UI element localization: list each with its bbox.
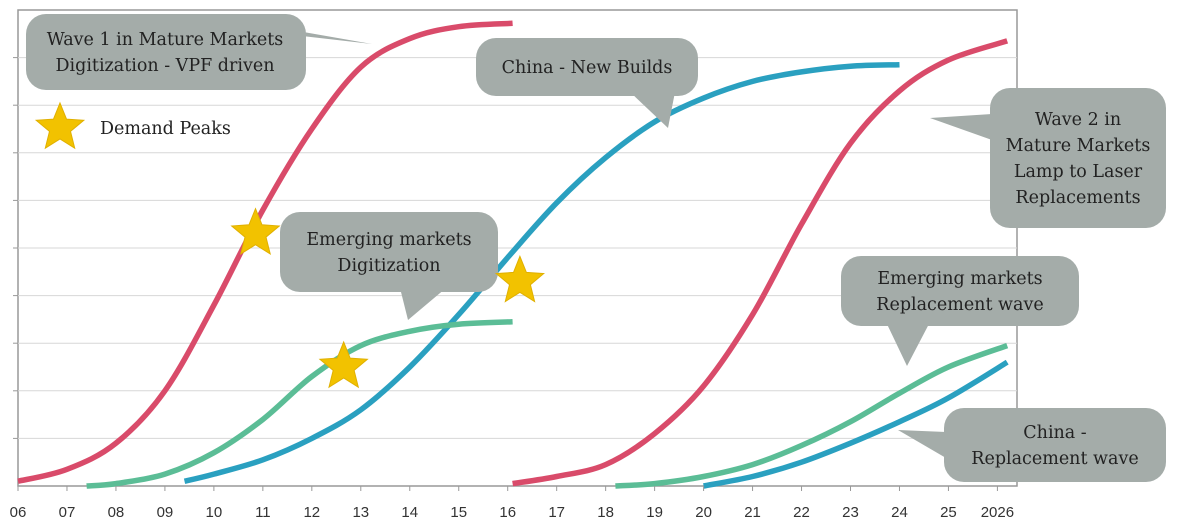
series-line-5 (615, 343, 1009, 489)
x-tick-label: 14 (401, 504, 418, 521)
callout-pointer (400, 288, 446, 320)
callout-text-line: Wave 1 in Mature Markets (47, 30, 283, 50)
callout-text-line: Digitization - VPF driven (56, 56, 275, 76)
callout-text-line: Mature Markets (1006, 136, 1151, 156)
callout-text-line: Replacement wave (971, 449, 1138, 469)
x-tick-label: 25 (940, 504, 957, 521)
callout-text-line: Replacements (1015, 188, 1140, 208)
callout-text-line: Replacement wave (876, 295, 1043, 315)
x-tick-label: 15 (450, 504, 467, 521)
x-tick-label: 20 (695, 504, 712, 521)
callout-4: Emerging markets Digitization (280, 212, 498, 320)
legend-label: Demand Peaks (100, 119, 231, 139)
callout-pointer (630, 92, 675, 128)
demand-peak-star-1 (230, 207, 281, 255)
callout-bubble (476, 38, 698, 96)
x-tick-label: 08 (108, 504, 125, 521)
callout-1: Wave 1 in Mature Markets Digitization - V… (26, 14, 372, 90)
callout-text-line: Digitization (337, 256, 440, 276)
callout-text-line: Lamp to Laser (1014, 162, 1143, 182)
series-layer (17, 20, 1009, 489)
series-line-2 (512, 38, 1009, 487)
star-layer (230, 207, 545, 389)
callout-text-line: Emerging markets (306, 230, 471, 250)
callout-bubble (944, 408, 1166, 482)
callout-pointer (898, 430, 946, 458)
callout-2: China - New Builds (476, 38, 698, 128)
callout-bubble (841, 256, 1079, 326)
x-tick-label: 23 (842, 504, 859, 521)
callout-text-line: China - New Builds (502, 58, 673, 78)
callout-pointer (930, 114, 992, 140)
x-tick-label: 09 (157, 504, 174, 521)
callout-bubble (26, 14, 306, 90)
callout-5: Emerging markets Replacement wave (841, 256, 1079, 366)
x-tick-label: 24 (891, 504, 908, 521)
legend-star-icon (34, 101, 86, 150)
x-axis: 06 07 08 09 10 11 12 13 14 15 16 17 18 19 20 21 22 23 24 25… (10, 486, 1014, 521)
x-tick-label: 12 (303, 504, 320, 521)
x-tick-label: 06 (10, 504, 27, 521)
x-tick-label: 22 (793, 504, 810, 521)
x-tick-label: 21 (744, 504, 761, 521)
x-tick-label: 11 (255, 504, 271, 521)
callout-pointer (886, 322, 930, 366)
series-line-1 (17, 20, 513, 484)
x-tick-label: 13 (352, 504, 369, 521)
callout-3: Wave 2 in Mature Markets Lamp to Laser Repl… (930, 88, 1166, 228)
series-line-3 (183, 61, 900, 484)
legend: Demand Peaks (34, 101, 231, 150)
x-tick-label: 19 (646, 504, 663, 521)
callout-text-line: Wave 2 in (1035, 110, 1121, 130)
series-line-4 (86, 319, 513, 489)
x-tick-label: 07 (59, 504, 76, 521)
callout-text-line: Emerging markets (877, 269, 1042, 289)
x-tick-label: 16 (499, 504, 516, 521)
series-line-6 (703, 359, 1009, 489)
x-tick-label: 10 (206, 504, 223, 521)
demand-peak-star-3 (494, 254, 545, 303)
callout-layer: Wave 1 in Mature Markets Digitization - V… (26, 14, 1166, 482)
callout-6: China - Replacement wave (898, 408, 1166, 482)
callout-bubble (280, 212, 498, 292)
x-tick-label: 18 (597, 504, 614, 521)
callout-text-line: China - (1023, 423, 1087, 443)
x-tick-label: 17 (548, 504, 565, 521)
demand-peak-star-2 (318, 340, 369, 389)
callout-bubble (990, 88, 1166, 228)
x-tick-label: 2026 (981, 504, 1014, 521)
